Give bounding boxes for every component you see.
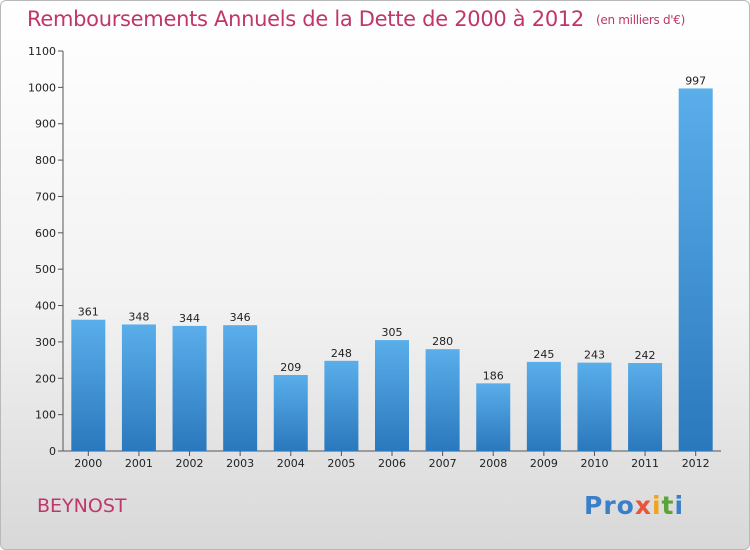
bar-2009 (526, 361, 561, 451)
value-label-2002: 344 (179, 312, 200, 325)
bar-2001 (121, 324, 156, 451)
x-tick-label-2001: 2001 (125, 457, 153, 470)
y-tick-label: 600 (35, 227, 56, 240)
place-name: BEYNOST (37, 495, 127, 517)
value-label-2005: 248 (331, 347, 352, 360)
x-tick-label-2004: 2004 (277, 457, 305, 470)
y-tick-label: 700 (35, 190, 56, 203)
chart-subtitle: (en milliers d'€) (596, 13, 686, 27)
chart-title: Remboursements Annuels de la Dette de 20… (27, 7, 685, 31)
y-tick-label: 0 (49, 445, 56, 458)
bar-2002 (172, 325, 207, 451)
y-tick-label: 200 (35, 372, 56, 385)
bar-2008 (476, 383, 511, 451)
bar-2003 (223, 325, 258, 451)
value-label-2001: 348 (128, 310, 149, 323)
x-tick-label-2011: 2011 (631, 457, 659, 470)
value-label-2011: 242 (635, 349, 656, 362)
chart-axes: 0 100 200 300 400 500 600 700 800 900 1000 1100 2000… (28, 45, 721, 470)
x-tick-label-2009: 2009 (530, 457, 558, 470)
bar-2006 (375, 340, 409, 451)
value-label-2007: 280 (432, 335, 453, 348)
y-tick-label: 1000 (28, 81, 56, 94)
bar-2000 (71, 319, 106, 451)
x-tick-label-2005: 2005 (327, 457, 355, 470)
x-tick-label-2000: 2000 (74, 457, 102, 470)
y-tick-label: 400 (35, 300, 56, 313)
bar-2004 (273, 375, 308, 451)
value-label-2000: 361 (78, 306, 99, 319)
y-tick-label: 500 (35, 263, 56, 276)
bar-2010 (577, 362, 612, 451)
x-tick-label-2010: 2010 (580, 457, 608, 470)
chart-bars: 361 348 344 346 209 248 305 280 186 245 243 242 997 (71, 74, 713, 452)
x-tick-label-2002: 2002 (176, 457, 204, 470)
bar-2011 (628, 363, 663, 451)
y-tick-label: 900 (35, 118, 56, 131)
bar-2007 (425, 349, 460, 451)
y-tick-label: 800 (35, 154, 56, 167)
value-label-2010: 243 (584, 349, 605, 362)
value-label-2008: 186 (483, 369, 504, 382)
value-label-2009: 245 (533, 348, 554, 361)
x-tick-label-2007: 2007 (429, 457, 457, 470)
y-tick-label: 1100 (28, 45, 56, 58)
bar-2012 (678, 88, 713, 452)
value-label-2004: 209 (280, 361, 301, 374)
chart-title-text: Remboursements Annuels de la Dette de 20… (27, 7, 584, 31)
bar-2005 (324, 360, 359, 451)
value-label-2006: 305 (382, 326, 403, 339)
x-tick-label-2008: 2008 (479, 457, 507, 470)
y-tick-label: 100 (35, 409, 56, 422)
value-label-2012: 997 (685, 74, 706, 87)
y-tick-label: 300 (35, 336, 56, 349)
x-tick-label-2003: 2003 (226, 457, 254, 470)
x-tick-label-2006: 2006 (378, 457, 406, 470)
proxiti-logo: Proxiti (584, 491, 685, 520)
value-label-2003: 346 (230, 311, 251, 324)
x-tick-label-2012: 2012 (682, 457, 710, 470)
